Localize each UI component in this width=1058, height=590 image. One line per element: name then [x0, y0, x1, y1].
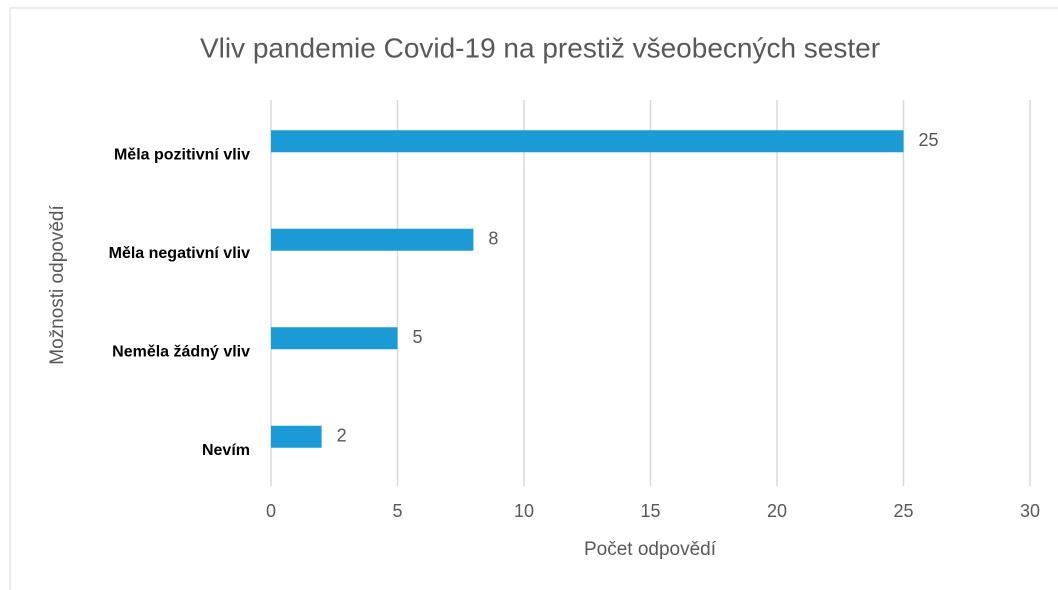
bar [271, 425, 322, 448]
bar [271, 327, 398, 350]
y-tick-label: Nevím [202, 442, 250, 459]
data-label: 5 [413, 327, 423, 347]
y-tick-label: Neměla žádný vliv [112, 343, 250, 360]
data-label: 8 [488, 229, 498, 249]
data-label: 2 [337, 426, 347, 446]
x-tick-label: 0 [266, 501, 276, 521]
bar [271, 228, 474, 251]
y-tick-label: Měla negativní vliv [109, 245, 250, 262]
x-tick-label: 20 [767, 501, 787, 521]
x-tick-label: 30 [1020, 501, 1040, 521]
x-tick-label: 10 [514, 501, 534, 521]
y-tick-label: Měla pozitivní vliv [114, 146, 250, 163]
chart-title: Vliv pandemie Covid-19 na prestiž všeobe… [200, 32, 880, 63]
x-tick-label: 15 [640, 501, 660, 521]
x-tick-label: 5 [392, 501, 402, 521]
y-axis-title: Možnosti odpovědí [47, 205, 68, 365]
x-axis-title: Počet odpovědí [584, 539, 717, 560]
data-label: 25 [919, 130, 939, 150]
x-tick-label: 25 [893, 501, 913, 521]
chart-frame [9, 7, 1058, 590]
bar [271, 130, 904, 153]
